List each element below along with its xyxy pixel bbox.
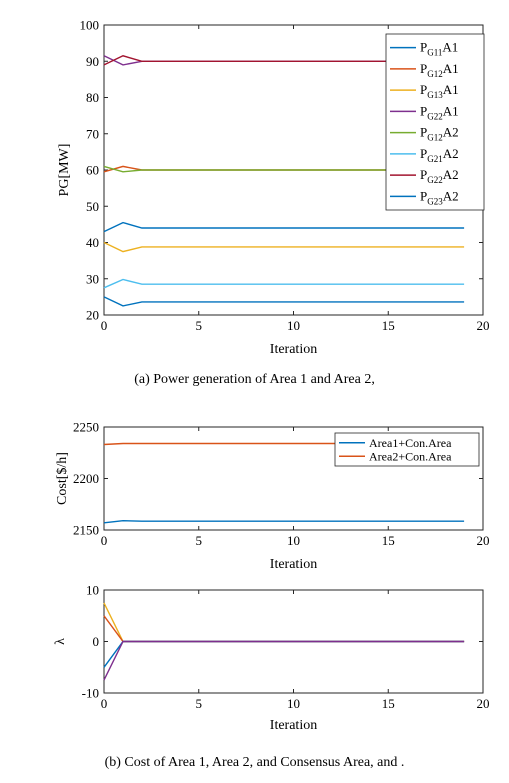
legend-suffix: A1 [443, 82, 459, 97]
legend-subscript: G22 [427, 175, 443, 185]
y-axis-label: Cost[$/h] [55, 452, 70, 505]
legend-subscript: G13 [427, 90, 443, 100]
x-tick-label: 20 [477, 318, 490, 333]
power-generation-chart: 0 5 10 15 20 20 30 40 50 60 70 80 90 100 Iteration PG[M… [57, 18, 490, 358]
caption-b: (b) Cost of Area 1, Area 2, and Consensu… [104, 755, 405, 770]
y-tick-label: 60 [86, 163, 99, 178]
legend-entry: PG12A1 [420, 61, 459, 79]
legend-entry: PG21A2 [420, 146, 459, 164]
series-line-4 [103, 165, 465, 173]
x-tick-label: 20 [477, 696, 490, 711]
legend-subscript: G22 [427, 111, 443, 121]
legend-entry: PG11A1 [420, 40, 458, 58]
legend-subscript: G11 [427, 48, 442, 58]
x-tick-label: 10 [287, 696, 300, 711]
y-tick-label: 30 [86, 271, 99, 286]
x-tick-label: 15 [382, 533, 395, 548]
legend-subscript: G12 [427, 69, 443, 79]
x-tick-label: 0 [101, 318, 108, 333]
y-tick-label: 20 [86, 308, 99, 323]
legend-entry: PG23A2 [420, 188, 459, 206]
x-tick-label: 10 [287, 533, 300, 548]
legend-entry: PG22A2 [420, 167, 459, 185]
legend: PG11A1 PG12A1 PG13A1 PG22A1 PG12A2 PG21A2 PG22… [385, 33, 485, 211]
x-tick-label: 5 [196, 318, 203, 333]
legend-entry: PG13A1 [420, 82, 459, 100]
y-tick-label: 0 [93, 634, 100, 649]
y-tick-label: -10 [82, 686, 99, 701]
x-tick-label: 5 [196, 696, 203, 711]
y-tick-label: 2250 [73, 420, 99, 435]
caption-a: (a) Power generation of Area 1 and Area … [134, 372, 375, 387]
legend-entry: Area2+Con.Area [369, 449, 452, 463]
legend-entry: Area1+Con.Area [369, 436, 452, 450]
series-line-6 [103, 55, 465, 66]
legend-subscript: G23 [427, 196, 443, 206]
series-line-0 [103, 519, 465, 524]
y-tick-label: 100 [80, 18, 100, 33]
legend-suffix: A2 [443, 167, 459, 182]
y-tick-label: 70 [86, 126, 99, 141]
x-axis-label: Iteration [270, 342, 317, 357]
cost-chart: 0 5 10 15 20 2150 2200 2250 Iteration Cost[$/h] Ar… [55, 420, 490, 573]
x-axis-label: Iteration [270, 557, 317, 572]
legend-entry: PG22A1 [420, 103, 459, 121]
series-line-0 [103, 221, 465, 233]
legend-box [334, 432, 480, 467]
x-tick-label: 10 [287, 318, 300, 333]
legend-subscript: G12 [427, 133, 443, 143]
x-tick-label: 20 [477, 533, 490, 548]
series-line-3 [103, 640, 465, 681]
legend-box [385, 33, 485, 211]
y-tick-label: 40 [86, 235, 99, 250]
legend-suffix: A1 [442, 40, 458, 55]
series-line-7 [103, 296, 465, 307]
legend-subscript: G21 [427, 154, 443, 164]
x-tick-label: 0 [101, 533, 108, 548]
series-line-2 [103, 241, 465, 253]
legend-suffix: A1 [443, 103, 459, 118]
y-tick-label: 10 [86, 583, 99, 598]
y-axis-label: λ [53, 638, 68, 645]
y-tick-label: 90 [86, 54, 99, 69]
x-axis-label: Iteration [270, 718, 317, 733]
x-tick-label: 15 [382, 696, 395, 711]
legend-entry: PG12A2 [420, 125, 459, 143]
y-tick-label: 80 [86, 90, 99, 105]
x-tick-label: 15 [382, 318, 395, 333]
x-tick-label: 5 [196, 533, 203, 548]
x-tick-label: 0 [101, 696, 108, 711]
y-tick-label: 2200 [73, 471, 99, 486]
y-tick-label: 50 [86, 199, 99, 214]
legend-suffix: A1 [443, 61, 459, 76]
y-axis-label: PG[MW] [57, 144, 72, 197]
legend-suffix: A2 [443, 146, 459, 161]
legend-suffix: A2 [443, 188, 459, 203]
series-line-1 [103, 442, 465, 446]
series-line-5 [103, 278, 465, 289]
y-tick-label: 2150 [73, 523, 99, 538]
legend-suffix: A2 [443, 125, 459, 140]
